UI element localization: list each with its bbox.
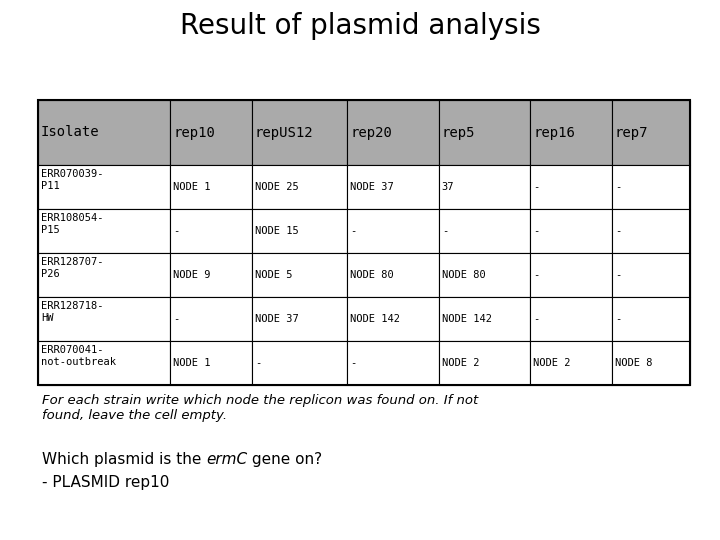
Bar — [438, 209, 531, 253]
Bar — [531, 341, 612, 385]
Bar — [612, 165, 690, 209]
Text: rep5: rep5 — [441, 125, 475, 139]
Text: -: - — [615, 226, 621, 236]
Bar — [171, 253, 252, 297]
Text: NODE 142: NODE 142 — [350, 314, 400, 324]
Bar — [347, 209, 438, 253]
Bar — [252, 100, 347, 165]
Text: ERR108054-
P15: ERR108054- P15 — [41, 213, 104, 234]
Text: Which plasmid is the: Which plasmid is the — [42, 452, 206, 467]
Text: NODE 15: NODE 15 — [255, 226, 299, 236]
Text: Result of plasmid analysis: Result of plasmid analysis — [179, 12, 541, 40]
Bar — [252, 253, 347, 297]
Text: -: - — [350, 226, 356, 236]
Bar — [531, 253, 612, 297]
Bar — [347, 100, 438, 165]
Bar — [38, 209, 171, 253]
Text: NODE 8: NODE 8 — [615, 358, 652, 368]
Bar — [171, 341, 252, 385]
Text: NODE 37: NODE 37 — [350, 182, 394, 192]
Text: NODE 80: NODE 80 — [350, 270, 394, 280]
Text: -: - — [615, 182, 621, 192]
Text: NODE 37: NODE 37 — [255, 314, 299, 324]
Bar — [612, 100, 690, 165]
Text: NODE 2: NODE 2 — [534, 358, 571, 368]
Bar — [38, 297, 171, 341]
Bar — [347, 253, 438, 297]
Text: For each strain write which node the replicon was found on. If not
found, leave : For each strain write which node the rep… — [42, 394, 478, 422]
Bar — [531, 209, 612, 253]
Text: repUS12: repUS12 — [255, 125, 314, 139]
Bar — [438, 297, 531, 341]
Text: rep16: rep16 — [534, 125, 575, 139]
Bar — [171, 100, 252, 165]
Text: rep10: rep10 — [174, 125, 215, 139]
Bar — [171, 165, 252, 209]
Bar — [38, 253, 171, 297]
Bar — [38, 341, 171, 385]
Bar — [347, 297, 438, 341]
Text: -: - — [534, 314, 540, 324]
Text: 37: 37 — [441, 182, 454, 192]
Text: -: - — [441, 226, 448, 236]
Bar — [252, 209, 347, 253]
Text: -: - — [255, 358, 261, 368]
Text: -: - — [534, 226, 540, 236]
Text: -: - — [534, 182, 540, 192]
Text: ERR070039-
P11: ERR070039- P11 — [41, 169, 104, 191]
Bar — [531, 165, 612, 209]
Bar — [612, 297, 690, 341]
Bar — [252, 341, 347, 385]
Bar — [531, 297, 612, 341]
Text: NODE 5: NODE 5 — [255, 270, 292, 280]
Bar — [438, 100, 531, 165]
Text: Isolate: Isolate — [41, 125, 99, 139]
Text: ERR128707-
P26: ERR128707- P26 — [41, 257, 104, 279]
Bar — [438, 341, 531, 385]
Text: gene on?: gene on? — [248, 452, 323, 467]
Text: NODE 1: NODE 1 — [174, 358, 211, 368]
Bar — [252, 297, 347, 341]
Bar — [347, 165, 438, 209]
Bar — [612, 209, 690, 253]
Bar — [171, 297, 252, 341]
Text: NODE 142: NODE 142 — [441, 314, 492, 324]
Bar — [612, 341, 690, 385]
Text: -: - — [615, 270, 621, 280]
Bar — [612, 253, 690, 297]
Text: NODE 80: NODE 80 — [441, 270, 485, 280]
Text: NODE 2: NODE 2 — [441, 358, 480, 368]
Text: ERR070041-
not-outbreak: ERR070041- not-outbreak — [41, 345, 116, 367]
Text: rep20: rep20 — [350, 125, 392, 139]
Text: -: - — [615, 314, 621, 324]
Text: -: - — [350, 358, 356, 368]
Bar — [38, 100, 171, 165]
Bar — [531, 100, 612, 165]
Bar — [38, 100, 690, 385]
Text: - PLASMID rep10: - PLASMID rep10 — [42, 475, 169, 490]
Bar — [252, 165, 347, 209]
Bar — [438, 253, 531, 297]
Bar — [438, 165, 531, 209]
Text: ermC: ermC — [206, 452, 248, 467]
Text: NODE 25: NODE 25 — [255, 182, 299, 192]
Bar — [347, 341, 438, 385]
Text: NODE 9: NODE 9 — [174, 270, 211, 280]
Text: rep7: rep7 — [615, 125, 649, 139]
Text: NODE 1: NODE 1 — [174, 182, 211, 192]
Bar — [38, 165, 171, 209]
Bar — [171, 209, 252, 253]
Text: ERR128718-
HW: ERR128718- HW — [41, 301, 104, 322]
Text: -: - — [174, 314, 180, 324]
Text: -: - — [174, 226, 180, 236]
Text: -: - — [534, 270, 540, 280]
